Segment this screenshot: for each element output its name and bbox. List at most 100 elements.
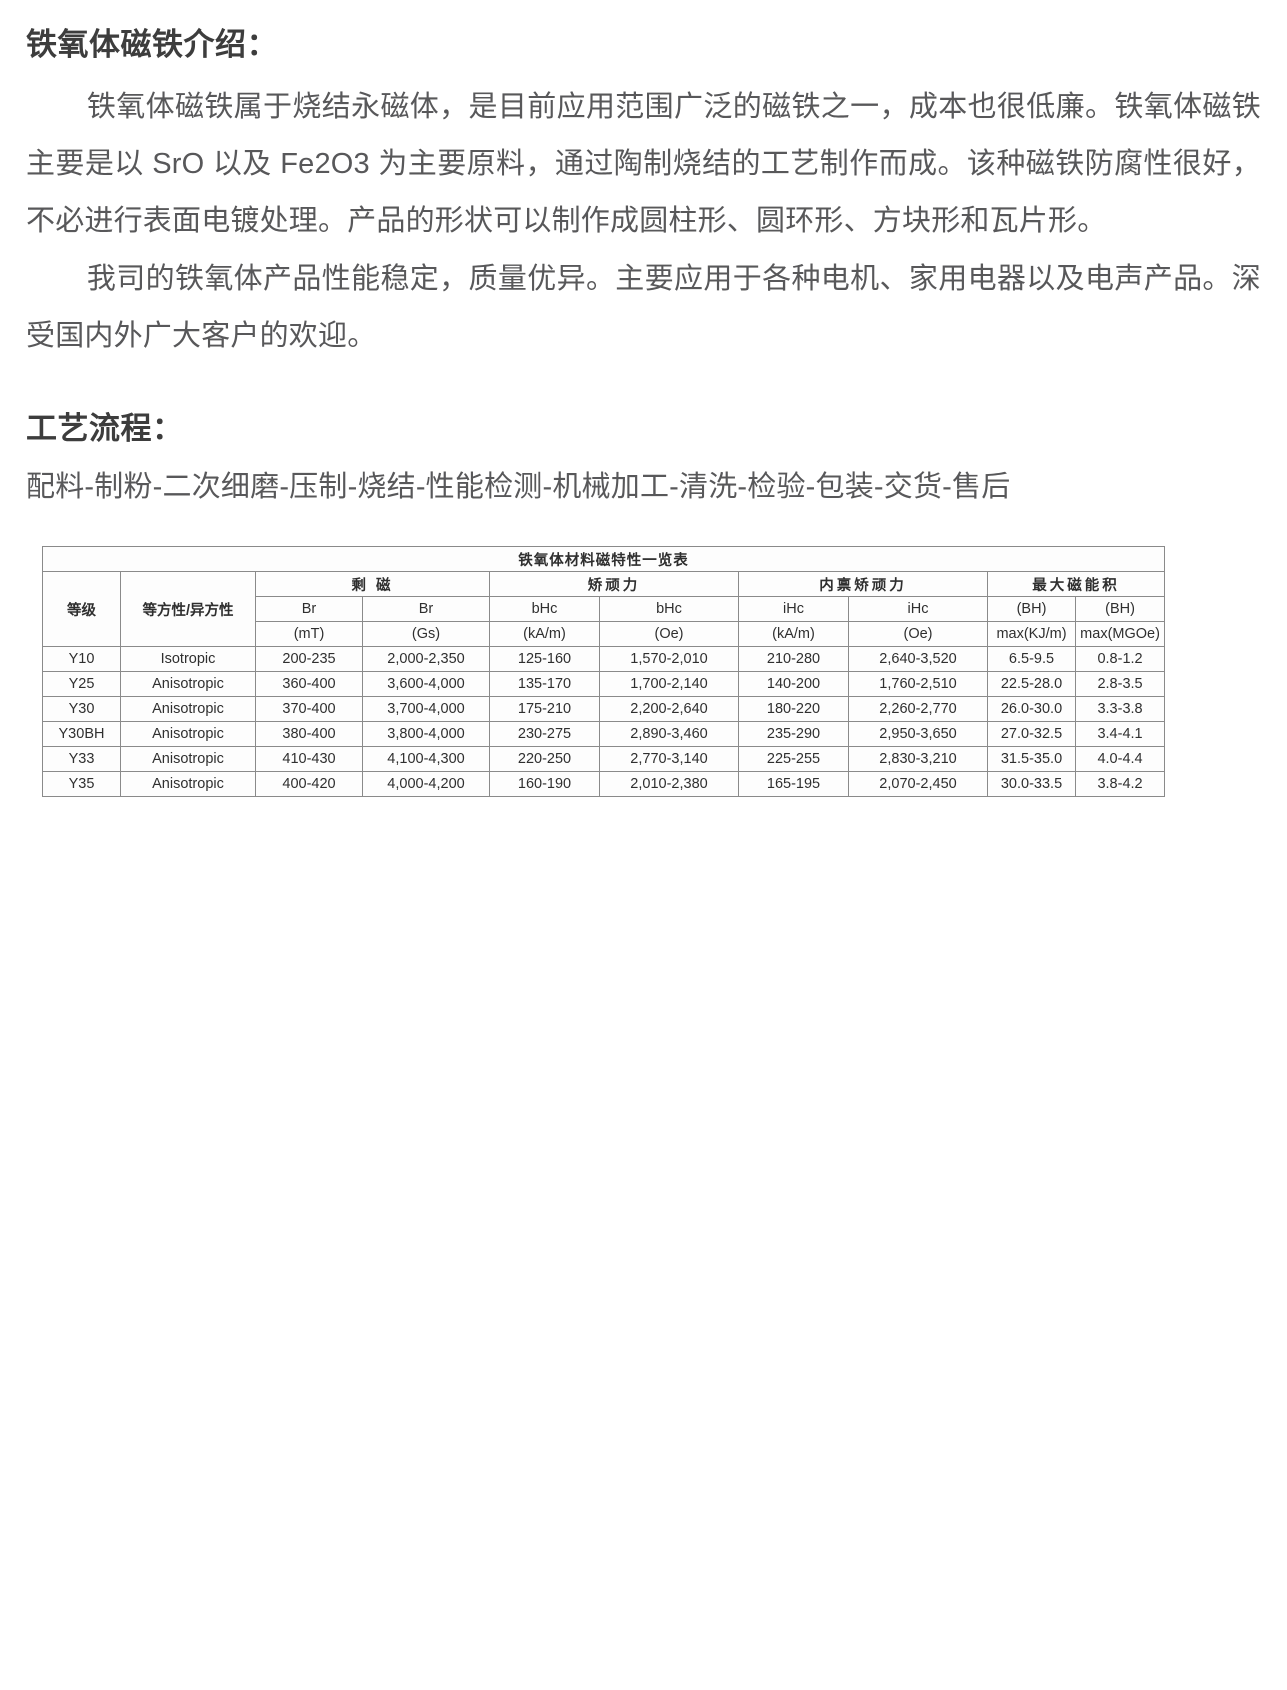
cell-grade: Y30 bbox=[42, 696, 121, 723]
table-row: Y35 Anisotropic 400-420 4,000-4,200 160-… bbox=[42, 771, 1166, 798]
table-row: Y10 Isotropic 200-235 2,000-2,350 125-16… bbox=[42, 646, 1166, 673]
cell-ihc-ka: 225-255 bbox=[738, 746, 849, 773]
sub-header-bhc-ka: bHc bbox=[489, 596, 600, 623]
cell-ihc-ka: 210-280 bbox=[738, 646, 849, 673]
group-header-remanence: 剩 磁 bbox=[255, 571, 490, 598]
cell-br-mt: 360-400 bbox=[255, 671, 363, 698]
table-title: 铁氧体材料磁特性一览表 bbox=[41, 546, 1166, 573]
intro-paragraph-2: 我司的铁氧体产品性能稳定，质量优异。主要应用于各种电机、家用电器以及电声产品。深… bbox=[26, 262, 1261, 353]
unit-bh-mgoe: max(MGOe) bbox=[1074, 621, 1166, 648]
cell-bh-mgoe: 0.8-1.2 bbox=[1074, 646, 1166, 673]
cell-bhc-ka: 230-275 bbox=[489, 721, 600, 748]
cell-bh-kj: 27.0-32.5 bbox=[987, 721, 1076, 748]
sub-header-bhc-oe: bHc bbox=[599, 596, 739, 623]
cell-bhc-ka: 135-170 bbox=[489, 671, 600, 698]
cell-br-gs: 3,600-4,000 bbox=[362, 671, 490, 698]
spec-table-wrapper: 铁氧体材料磁特性一览表 等级 等方性/异方性 剩 磁 矫顽力 内禀矫顽力 最大磁… bbox=[41, 546, 1166, 798]
cell-ihc-oe: 2,640-3,520 bbox=[848, 646, 988, 673]
cell-br-mt: 410-430 bbox=[255, 746, 363, 773]
table-row: Y25 Anisotropic 360-400 3,600-4,000 135-… bbox=[42, 671, 1166, 698]
table-group-header-row: 等级 等方性/异方性 剩 磁 矫顽力 内禀矫顽力 最大磁能积 bbox=[42, 571, 1166, 648]
sub-header-ihc-oe: iHc bbox=[848, 596, 988, 623]
cell-bh-mgoe: 3.3-3.8 bbox=[1074, 696, 1166, 723]
table-sub-header-row: Br Br bHc bHc iHc iHc (BH) (BH) bbox=[43, 596, 1166, 623]
cell-bh-kj: 22.5-28.0 bbox=[987, 671, 1076, 698]
sub-header-br-gs: Br bbox=[362, 596, 490, 623]
cell-br-mt: 200-235 bbox=[255, 646, 363, 673]
header-grade: 等级 bbox=[42, 571, 121, 648]
cell-br-gs: 2,000-2,350 bbox=[362, 646, 490, 673]
cell-bhc-oe: 2,770-3,140 bbox=[599, 746, 739, 773]
cell-grade: Y33 bbox=[42, 746, 121, 773]
cell-ihc-oe: 1,760-2,510 bbox=[848, 671, 988, 698]
cell-ihc-oe: 2,950-3,650 bbox=[848, 721, 988, 748]
unit-bhc-ka: (kA/m) bbox=[489, 621, 600, 648]
cell-bhc-oe: 2,010-2,380 bbox=[599, 771, 739, 798]
process-heading: 工艺流程： bbox=[26, 410, 184, 446]
cell-bh-kj: 31.5-35.0 bbox=[987, 746, 1076, 773]
document-page: 铁氧体磁铁介绍： 铁氧体磁铁属于烧结永磁体，是目前应用范围广泛的磁铁之一，成本也… bbox=[0, 0, 1287, 798]
table-row: Y30BH Anisotropic 380-400 3,800-4,000 23… bbox=[42, 721, 1166, 748]
cell-br-gs: 4,000-4,200 bbox=[362, 771, 490, 798]
table-row: Y33 Anisotropic 410-430 4,100-4,300 220-… bbox=[42, 746, 1166, 773]
unit-br-gs: (Gs) bbox=[362, 621, 490, 648]
cell-bhc-ka: 220-250 bbox=[489, 746, 600, 773]
cell-isotropy: Anisotropic bbox=[120, 671, 256, 698]
unit-bh-kj: max(KJ/m) bbox=[987, 621, 1076, 648]
cell-ihc-ka: 140-200 bbox=[738, 671, 849, 698]
sub-header-br-mt: Br bbox=[255, 596, 363, 623]
cell-br-gs: 3,700-4,000 bbox=[362, 696, 490, 723]
cell-bhc-ka: 175-210 bbox=[489, 696, 600, 723]
process-flow-text: 配料-制粉-二次细磨-压制-烧结-性能检测-机械加工-清洗-检验-包装-交货-售… bbox=[26, 471, 1011, 504]
cell-grade: Y30BH bbox=[42, 721, 121, 748]
cell-bhc-oe: 1,700-2,140 bbox=[599, 671, 739, 698]
group-header-coercivity: 矫顽力 bbox=[489, 571, 739, 598]
cell-ihc-oe: 2,830-3,210 bbox=[848, 746, 988, 773]
cell-bhc-ka: 125-160 bbox=[489, 646, 600, 673]
sub-header-bh-mgoe: (BH) bbox=[1074, 596, 1166, 623]
cell-bh-mgoe: 2.8-3.5 bbox=[1074, 671, 1166, 698]
unit-ihc-ka: (kA/m) bbox=[738, 621, 849, 648]
cell-br-mt: 370-400 bbox=[255, 696, 363, 723]
cell-bhc-oe: 1,570-2,010 bbox=[599, 646, 739, 673]
cell-bh-kj: 26.0-30.0 bbox=[987, 696, 1076, 723]
table-row: Y30 Anisotropic 370-400 3,700-4,000 175-… bbox=[42, 696, 1166, 723]
cell-ihc-ka: 235-290 bbox=[738, 721, 849, 748]
cell-bh-mgoe: 4.0-4.4 bbox=[1074, 746, 1166, 773]
cell-bh-mgoe: 3.4-4.1 bbox=[1074, 721, 1166, 748]
group-header-max-energy-product: 最大磁能积 bbox=[986, 571, 1166, 598]
cell-grade: Y35 bbox=[42, 771, 121, 798]
cell-isotropy: Anisotropic bbox=[120, 696, 256, 723]
cell-ihc-ka: 165-195 bbox=[738, 771, 849, 798]
intro-paragraph-1: 铁氧体磁铁属于烧结永磁体，是目前应用范围广泛的磁铁之一，成本也很低廉。铁氧体磁铁… bbox=[26, 90, 1261, 238]
cell-br-gs: 3,800-4,000 bbox=[362, 721, 490, 748]
cell-isotropy: Isotropic bbox=[120, 646, 256, 673]
cell-ihc-ka: 180-220 bbox=[738, 696, 849, 723]
cell-br-gs: 4,100-4,300 bbox=[362, 746, 490, 773]
cell-isotropy: Anisotropic bbox=[120, 771, 256, 798]
unit-ihc-oe: (Oe) bbox=[848, 621, 988, 648]
cell-ihc-oe: 2,260-2,770 bbox=[848, 696, 988, 723]
cell-ihc-oe: 2,070-2,450 bbox=[848, 771, 988, 798]
sub-header-ihc-ka: iHc bbox=[738, 596, 849, 623]
sub-header-bh-kj: (BH) bbox=[987, 596, 1076, 623]
group-header-intrinsic-coercivity: 内禀矫顽力 bbox=[738, 571, 988, 598]
cell-isotropy: Anisotropic bbox=[120, 746, 256, 773]
cell-bh-kj: 30.0-33.5 bbox=[987, 771, 1076, 798]
cell-grade: Y10 bbox=[42, 646, 121, 673]
intro-paragraphs: 铁氧体磁铁属于烧结永磁体，是目前应用范围广泛的磁铁之一，成本也很低廉。铁氧体磁铁… bbox=[26, 79, 1261, 366]
table-unit-row: (mT) (Gs) (kA/m) (Oe) (kA/m) (Oe) max(KJ… bbox=[43, 621, 1166, 648]
cell-isotropy: Anisotropic bbox=[120, 721, 256, 748]
cell-bhc-oe: 2,200-2,640 bbox=[599, 696, 739, 723]
cell-br-mt: 380-400 bbox=[255, 721, 363, 748]
ferrite-spec-table: 铁氧体材料磁特性一览表 等级 等方性/异方性 剩 磁 矫顽力 内禀矫顽力 最大磁… bbox=[41, 546, 1166, 798]
table-title-row: 铁氧体材料磁特性一览表 bbox=[41, 546, 1166, 573]
cell-bh-kj: 6.5-9.5 bbox=[987, 646, 1076, 673]
unit-bhc-oe: (Oe) bbox=[599, 621, 739, 648]
unit-br-mt: (mT) bbox=[255, 621, 363, 648]
header-isotropy: 等方性/异方性 bbox=[120, 571, 256, 648]
cell-bhc-oe: 2,890-3,460 bbox=[599, 721, 739, 748]
cell-grade: Y25 bbox=[42, 671, 121, 698]
cell-bhc-ka: 160-190 bbox=[489, 771, 600, 798]
intro-heading: 铁氧体磁铁介绍： bbox=[26, 27, 278, 62]
